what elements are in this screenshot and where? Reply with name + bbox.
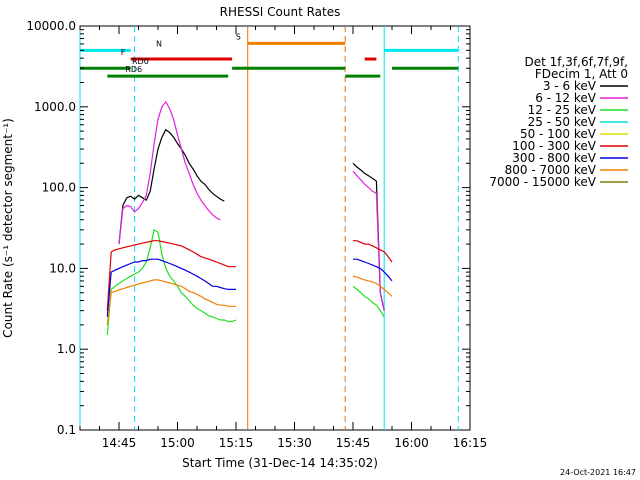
legend-entry-label: 25 - 50 keV xyxy=(528,115,597,129)
y-tick-label: 1000.0 xyxy=(34,100,76,114)
state-bar-label: RD6 xyxy=(125,65,142,74)
series-line-s3_6 xyxy=(352,162,385,311)
series-line-s6_12 xyxy=(352,170,385,311)
legend-header-line-1: Det 1f,3f,6f,7f,9f, xyxy=(524,55,628,69)
x-tick-label: 15:15 xyxy=(219,436,254,450)
series-line-s300_800 xyxy=(106,258,236,318)
vertical-markers xyxy=(79,26,459,430)
series-line-s3_6 xyxy=(118,128,225,245)
y-tick-label: 100.0 xyxy=(42,181,76,195)
legend-entry-label: 12 - 25 keV xyxy=(528,103,597,117)
series-line-s12_25 xyxy=(106,228,237,336)
legend-entry-label: 800 - 7000 keV xyxy=(505,163,597,177)
legend-header-line-2: FDecim 1, Att 0 xyxy=(535,67,628,81)
series-line-s12_25 xyxy=(352,285,385,318)
x-tick-label: 14:45 xyxy=(102,436,137,450)
legend-entry-label: 3 - 6 keV xyxy=(543,79,597,93)
x-axis-ticks: 14:45 15:00 15:15 15:30 15:45 16:00 16:15 xyxy=(79,26,488,450)
legend-entry-label: 6 - 12 keV xyxy=(535,91,597,105)
y-tick-label: 1.0 xyxy=(57,342,76,356)
y-tick-label: 0.1 xyxy=(57,423,76,437)
chart-title: RHESSI Count Rates xyxy=(220,5,341,19)
legend-entry-label: 50 - 100 keV xyxy=(520,127,597,141)
series-line-s100_300 xyxy=(353,240,393,263)
x-tick-label: 15:00 xyxy=(160,436,195,450)
x-tick-label: 16:15 xyxy=(453,436,488,450)
y-axis-ticks: 0.1 1.0 10.0 100.0 1000.0 10000.0 xyxy=(26,19,470,437)
state-bar-label: N xyxy=(156,39,162,48)
x-axis-label: Start Time (31-Dec-14 14:35:02) xyxy=(182,456,378,470)
y-tick-label: 10000.0 xyxy=(26,19,76,33)
state-bar-label: F xyxy=(121,48,126,57)
series-line-s300_800 xyxy=(353,258,393,282)
series-lines xyxy=(106,100,393,336)
x-tick-label: 16:00 xyxy=(394,436,429,450)
state-bar-label: RD0 xyxy=(132,57,149,66)
legend-entry-label: 300 - 800 keV xyxy=(512,151,596,165)
plot-area xyxy=(79,25,471,431)
x-tick-label: 15:30 xyxy=(277,436,312,450)
series-line-s800_7000 xyxy=(106,279,236,325)
series-line-s6_12 xyxy=(118,100,221,245)
y-tick-label: 10.0 xyxy=(49,261,76,275)
series-line-s100_300 xyxy=(106,240,236,311)
legend: Det 1f,3f,6f,7f,9f, FDecim 1, Att 0 3 - … xyxy=(489,55,628,189)
state-bar-label: S xyxy=(236,32,241,41)
legend-entry-label: 7000 - 15000 keV xyxy=(489,175,596,189)
legend-entry-label: 100 - 300 keV xyxy=(512,139,596,153)
y-axis-label: Count Rate (s⁻¹ detector segment⁻¹) xyxy=(1,118,15,338)
series-line-s800_7000 xyxy=(352,275,393,297)
x-tick-label: 15:45 xyxy=(336,436,371,450)
footer-date: 24-Oct-2021 16:47 xyxy=(560,468,636,477)
